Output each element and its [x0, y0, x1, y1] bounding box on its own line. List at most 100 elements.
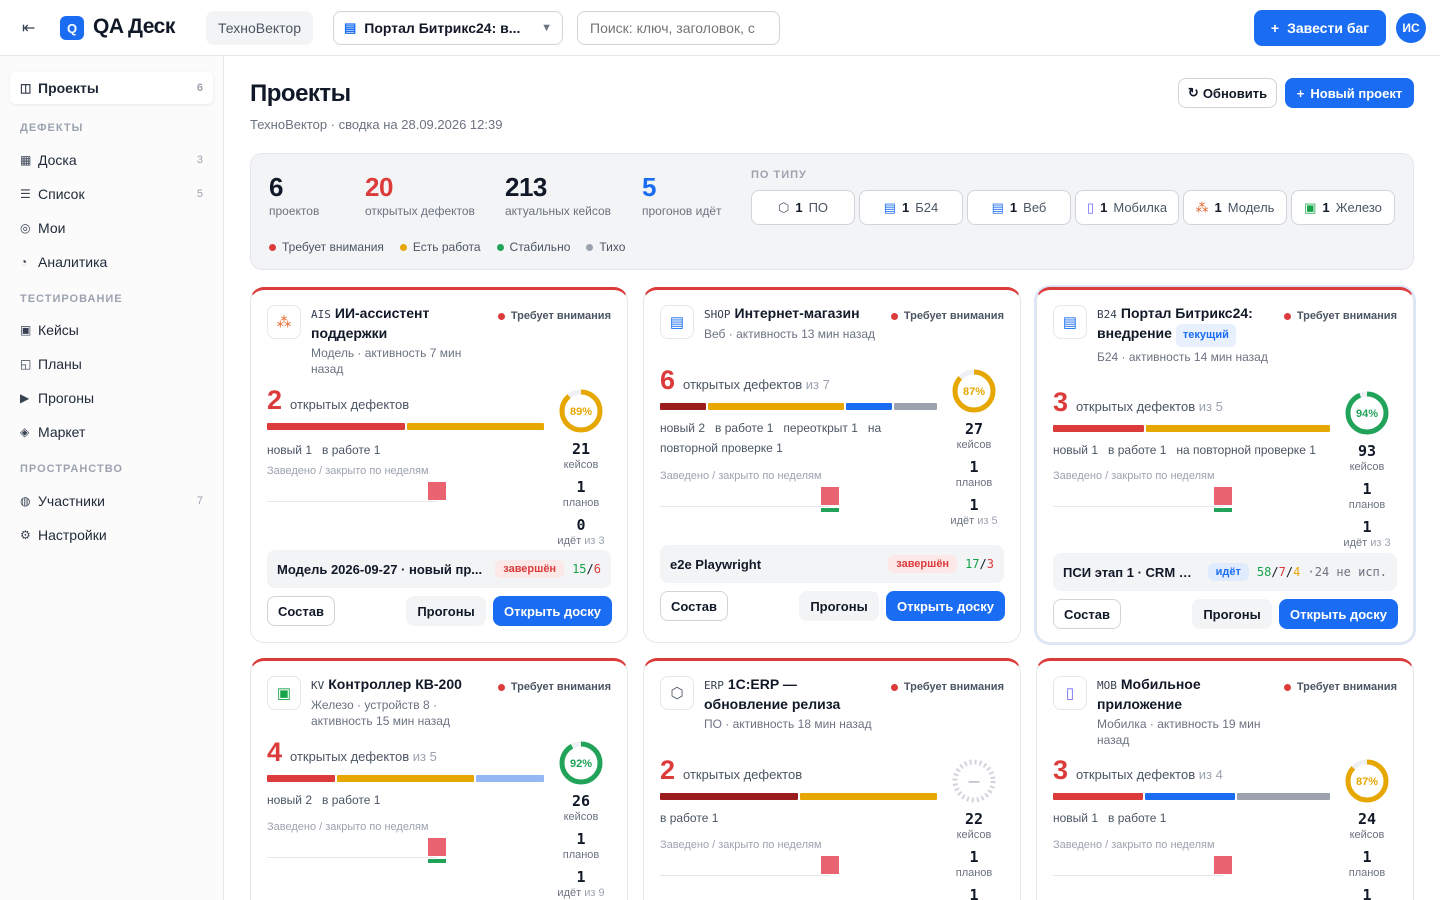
coverage-ring-fill [952, 369, 996, 413]
type-filter-web[interactable]: ▤ 1 Веб [967, 190, 1071, 225]
project-heading[interactable]: SHOP Интернет-магазин Веб · активность 13 … [704, 304, 884, 342]
type-filter-mobile[interactable]: ▯ 1 Мобилка [1075, 190, 1179, 225]
defects-breakdown: в работе 1 [660, 808, 940, 828]
latest-run[interactable]: ПСИ этап 1 · CRM и ... идёт 58/7/4 ·24 не … [1053, 553, 1397, 591]
sidebar-item-settings[interactable]: ⚙ Настройки [10, 519, 213, 551]
sidebar-item-label: Прогоны [38, 390, 95, 406]
defects-status-bar [267, 775, 544, 782]
sidebar-item-members[interactable]: ◍ Участники 7 [10, 485, 213, 517]
open-board-button[interactable]: Открыть доску [886, 591, 1005, 621]
avatar[interactable]: ИС [1396, 13, 1426, 43]
breakdown-item: на повторной проверке 1 [660, 421, 882, 455]
status-dot [890, 312, 898, 320]
coverage-ring: 89% [559, 389, 603, 433]
org-switcher[interactable]: ТехноВектор [206, 11, 313, 45]
search-input[interactable] [577, 11, 780, 45]
project-heading[interactable]: MOB Мобильное приложение Мобилка · активно… [1097, 675, 1277, 748]
chevron-down-icon: ▼ [541, 22, 552, 34]
run-status-badge: завершён [495, 560, 565, 578]
breakdown-item: новый 2 [660, 421, 706, 435]
stat-value: 1 [969, 496, 979, 514]
new-project-button[interactable]: + Новый проект [1285, 78, 1414, 108]
status-badge: Требует внимания [890, 681, 1004, 693]
runs-button[interactable]: Прогоны [1192, 599, 1272, 629]
project-selector[interactable]: ▤ Портал Битрикс24: в... ▼ [333, 11, 563, 45]
type-filter-b24[interactable]: ▤ 1 Б24 [859, 190, 963, 225]
sidebar-item-board[interactable]: ▦ Доска 3 [10, 144, 213, 176]
stat-label: прогонов идёт [642, 204, 722, 218]
project-heading[interactable]: B24 Портал Битрикс24: внедрение текущий Б24… [1097, 304, 1277, 365]
sidebar-item-plans[interactable]: ◱ Планы [10, 348, 213, 380]
stat-value: 5 [642, 172, 656, 202]
open-board-button[interactable]: Открыть доску [493, 596, 612, 626]
bar-segment [406, 423, 544, 430]
coverage-stats: 92% 26 кейсов 1 планов 1 идёт из 9 [551, 740, 611, 900]
stat-label: кейсов [956, 829, 992, 841]
legend-label: Стабильно [509, 240, 571, 254]
project-meta: Б24 · активность 14 мин назад [1097, 350, 1268, 364]
project-heading[interactable]: AIS ИИ-ассистент поддержки Модель · активн… [311, 304, 491, 377]
sidebar-item-list[interactable]: ☰ Список 5 [10, 178, 213, 210]
type-count: 1 [1322, 200, 1330, 215]
current-badge: текущий [1175, 324, 1236, 347]
phone-icon: ▯ [1053, 676, 1087, 710]
sidebar-item-analytics[interactable]: ◔ Аналитика [10, 246, 213, 278]
run-passed: 17 [965, 557, 980, 571]
list-icon: ☰ [20, 187, 31, 201]
stat-value: 1 [969, 886, 979, 900]
plus-icon: + [1270, 20, 1280, 36]
refresh-button[interactable]: ↻ Обновить [1178, 78, 1277, 108]
stat-value: 1 [576, 830, 586, 848]
sidebar-item-count: 6 [196, 82, 203, 94]
open-board-button[interactable]: Открыть доску [1279, 599, 1398, 629]
sidebar-item-projects[interactable]: ◫ Проекты 6 [10, 72, 213, 104]
runs-button[interactable]: Прогоны [406, 596, 486, 626]
coverage-ring-fill [1345, 759, 1389, 803]
compose-button[interactable]: Состав [1053, 599, 1121, 629]
status-dot [497, 312, 505, 320]
sidebar-item-label: Планы [38, 356, 82, 372]
stat-label: планов [955, 477, 993, 489]
latest-run[interactable]: e2e Playwright завершён 17/3 [660, 545, 1004, 583]
project-heading[interactable]: KV Контроллер КВ-200 Железо · устройств 8 … [311, 675, 491, 729]
type-filter-hardware[interactable]: ▣ 1 Железо [1291, 190, 1395, 225]
type-filter-software[interactable]: ⬡ 1 ПО [751, 190, 855, 225]
runs-button[interactable]: Прогоны [799, 591, 879, 621]
status-badge: Требует внимания [497, 681, 611, 693]
plans-icon: ◱ [20, 357, 32, 371]
legend-label: Тихо [599, 240, 626, 254]
cube-icon: ⬡ [660, 676, 694, 710]
stat-value: 1 [576, 478, 586, 496]
collapse-sidebar-icon[interactable]: ⇤ [22, 20, 36, 37]
users-icon: ◍ [20, 494, 31, 508]
weekly-chart [660, 854, 839, 876]
b24-icon: ▤ [1053, 305, 1087, 339]
weekly-chart [1053, 485, 1232, 512]
project-code: B24 [1097, 308, 1117, 321]
report-bug-button[interactable]: + Завести баг [1254, 10, 1386, 46]
run-score: 15/6 [572, 562, 601, 576]
project-code: MOB [1097, 679, 1117, 692]
sidebar-item-mine[interactable]: ◎ Мои [10, 212, 213, 244]
stat-label: идёт из 5 [950, 515, 998, 527]
defects-label: открытых дефектов [683, 767, 803, 782]
legend-item: Требует внимания [269, 240, 384, 254]
status-label: Требует внимания [1296, 681, 1397, 693]
status-badge: Требует внимания [497, 310, 611, 322]
project-card: ▯ MOB Мобильное приложение Мобилка · активн… [1036, 658, 1414, 900]
sidebar-item-market[interactable]: ◈ Маркет [10, 416, 213, 448]
defects-summary: 3 открытых дефектов из 4 [1053, 756, 1223, 784]
type-filter-model[interactable]: ⁂ 1 Модель [1183, 190, 1287, 225]
chip-icon: ▣ [267, 676, 301, 710]
sidebar-item-cases[interactable]: ▣ Кейсы [10, 314, 213, 346]
stat-value: 1 [1362, 480, 1372, 498]
compose-button[interactable]: Состав [660, 591, 728, 621]
project-heading[interactable]: ERP 1С:ERP — обновление релиза ПО · активн… [704, 675, 884, 732]
stat-value: 21 [571, 440, 591, 458]
sidebar-item-runs[interactable]: ▶ Прогоны [10, 382, 213, 414]
latest-run[interactable]: Модель 2026-09-27 · новый пр... завершён 1… [267, 550, 611, 588]
compose-button[interactable]: Состав [267, 596, 335, 626]
defects-summary: 2 открытых дефектов [267, 386, 409, 414]
by-type-title: ПО ТИПУ [751, 169, 807, 181]
board-icon: ▦ [20, 153, 32, 167]
